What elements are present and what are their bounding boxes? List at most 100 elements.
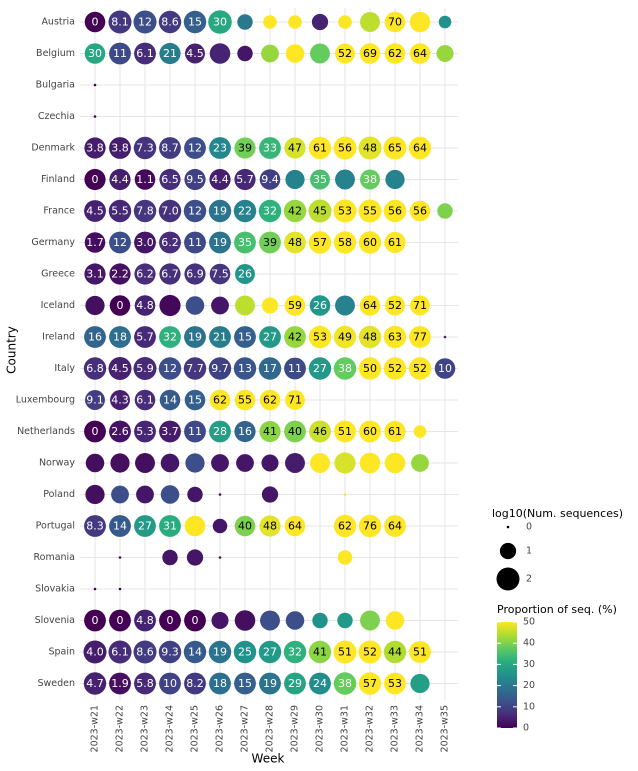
bubble bbox=[333, 199, 357, 223]
value-label: 51 bbox=[338, 646, 352, 659]
value-label: 13 bbox=[238, 362, 252, 375]
bubble bbox=[93, 83, 97, 87]
bubble bbox=[84, 420, 106, 443]
value-label: 60 bbox=[363, 236, 377, 249]
value-label: 77 bbox=[413, 331, 427, 344]
value-label: 28 bbox=[213, 425, 227, 438]
value-label: 9.3 bbox=[161, 646, 179, 659]
bubble bbox=[133, 10, 157, 34]
bubble bbox=[109, 137, 131, 159]
value-label: 0 bbox=[167, 614, 174, 627]
value-label: 62 bbox=[263, 394, 277, 407]
value-label: 12 bbox=[138, 16, 152, 29]
bubble bbox=[308, 136, 332, 160]
value-label: 1.1 bbox=[136, 173, 154, 186]
x-tick-label: 2023-w32 bbox=[365, 705, 376, 752]
bubble bbox=[358, 136, 382, 160]
bubble bbox=[285, 169, 305, 190]
bubble bbox=[159, 672, 181, 695]
bubble bbox=[309, 672, 331, 695]
value-label: 2.2 bbox=[111, 268, 129, 281]
value-label: 3.7 bbox=[161, 425, 179, 438]
bubble bbox=[212, 518, 228, 534]
value-label: 31 bbox=[163, 520, 177, 533]
value-label: 15 bbox=[238, 331, 252, 344]
bubble bbox=[159, 515, 181, 537]
bubble bbox=[159, 389, 181, 411]
value-label: 4.4 bbox=[211, 173, 229, 186]
value-label: 56 bbox=[388, 205, 402, 218]
bubble bbox=[184, 515, 206, 537]
bubble bbox=[183, 640, 207, 664]
bubble bbox=[234, 168, 256, 191]
bubble bbox=[185, 43, 205, 64]
size-legend-key bbox=[496, 567, 520, 591]
value-label: 39 bbox=[238, 142, 252, 155]
bubble bbox=[184, 420, 206, 443]
bubble bbox=[84, 609, 106, 632]
value-label: 1.7 bbox=[86, 236, 104, 249]
bubble bbox=[285, 390, 305, 410]
y-tick-label: Slovenia bbox=[35, 615, 75, 626]
value-label: 9.7 bbox=[211, 362, 229, 375]
bubble bbox=[285, 44, 305, 63]
bubble bbox=[235, 264, 255, 284]
value-label: 64 bbox=[288, 520, 302, 533]
value-label: 16 bbox=[238, 425, 252, 438]
bubble bbox=[258, 357, 282, 380]
y-tick-label: Czechia bbox=[38, 111, 75, 122]
bubble bbox=[208, 10, 232, 34]
grid: 2023-w21 2023-w22 2023-w23 2023-w24 2023-w25… bbox=[16, 8, 458, 752]
value-label: 61 bbox=[388, 236, 402, 249]
x-axis-title: Week bbox=[252, 752, 285, 766]
value-label: 19 bbox=[213, 646, 227, 659]
value-label: 7.3 bbox=[136, 142, 154, 155]
value-label: 24 bbox=[313, 677, 327, 690]
bubble bbox=[134, 420, 156, 443]
bubble bbox=[108, 357, 132, 380]
bubble bbox=[111, 485, 129, 504]
value-label: 47 bbox=[288, 142, 302, 155]
bubble bbox=[409, 326, 431, 348]
bubble bbox=[133, 640, 157, 664]
bubble bbox=[158, 10, 182, 34]
value-label: 59 bbox=[288, 299, 302, 312]
y-tick-label: Norway bbox=[39, 458, 75, 469]
value-label: 1.9 bbox=[111, 677, 129, 690]
value-label: 50 bbox=[363, 362, 377, 375]
value-label: 27 bbox=[138, 520, 152, 533]
bubble bbox=[185, 453, 205, 473]
bubble bbox=[84, 137, 106, 159]
bubble bbox=[184, 137, 206, 159]
bubble bbox=[434, 358, 456, 379]
bubble bbox=[284, 515, 306, 537]
bubble bbox=[443, 335, 447, 339]
value-label: 4.8 bbox=[136, 614, 154, 627]
bubble bbox=[259, 389, 281, 411]
value-label: 18 bbox=[213, 677, 227, 690]
value-label: 27 bbox=[313, 362, 327, 375]
bubble bbox=[383, 325, 407, 349]
bubble bbox=[285, 611, 305, 630]
value-label: 12 bbox=[163, 362, 177, 375]
value-label: 7.0 bbox=[161, 205, 179, 218]
bubble bbox=[284, 357, 306, 380]
bubble bbox=[409, 200, 431, 222]
value-label: 61 bbox=[388, 425, 402, 438]
value-label: 5.7 bbox=[136, 331, 154, 344]
value-label: 5.7 bbox=[236, 173, 254, 186]
value-label: 53 bbox=[388, 677, 402, 690]
bubble bbox=[209, 231, 231, 254]
bubble bbox=[234, 326, 256, 348]
bubble bbox=[233, 357, 257, 380]
bubble bbox=[209, 263, 231, 285]
bubble bbox=[109, 263, 131, 285]
bubble bbox=[160, 453, 180, 473]
bubble bbox=[159, 137, 181, 159]
bubble bbox=[234, 420, 256, 443]
size-legend-title: log10(Num. sequences) bbox=[492, 507, 623, 520]
bubble bbox=[333, 136, 357, 160]
bubble bbox=[158, 357, 182, 380]
bubble bbox=[134, 295, 156, 316]
bubble bbox=[383, 199, 407, 223]
